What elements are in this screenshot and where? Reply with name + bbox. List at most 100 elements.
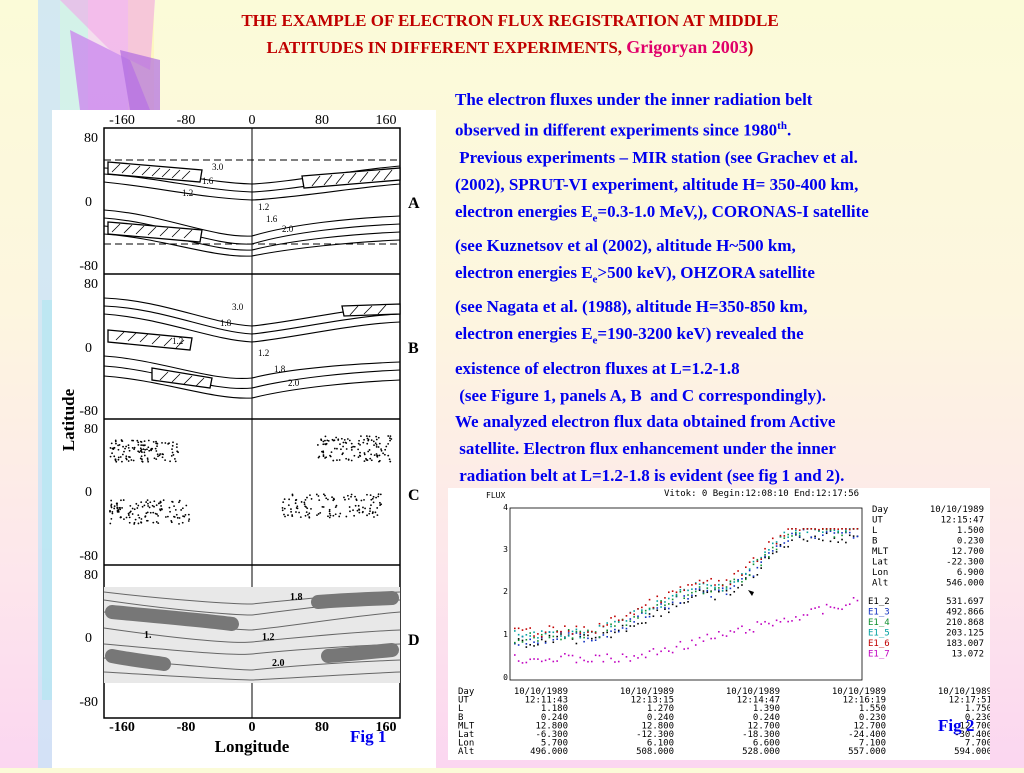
scatter-dot xyxy=(138,516,141,519)
scatter-dot xyxy=(161,456,164,459)
scatter-dot xyxy=(305,511,308,514)
flux-point xyxy=(856,599,859,602)
flux-point xyxy=(633,616,635,618)
info-key: Lon xyxy=(872,568,888,578)
scatter-dot xyxy=(369,510,371,513)
flux-point xyxy=(567,632,570,634)
text-line: (see Nagata et al. (1988), altitude H=35… xyxy=(455,297,808,317)
flux-point xyxy=(841,538,843,541)
scatter-dot xyxy=(340,437,343,440)
scatter-dot xyxy=(367,438,370,441)
scatter-dot xyxy=(327,439,330,442)
scatter-dot xyxy=(128,449,131,452)
flux-point xyxy=(679,640,682,643)
scatter-dot xyxy=(118,444,121,446)
table-key: L xyxy=(458,704,463,714)
scatter-dot xyxy=(298,511,300,514)
flux-point xyxy=(748,569,751,572)
flux-point xyxy=(822,539,824,542)
flux-point xyxy=(818,528,820,531)
scatter-dot xyxy=(350,493,353,496)
lat-tick: 0 xyxy=(85,631,92,646)
scatter-dot xyxy=(345,457,348,460)
flux-point xyxy=(548,658,551,660)
table-cell: 1.550 xyxy=(859,704,886,714)
flux-point xyxy=(660,603,662,605)
scatter-dot xyxy=(127,444,130,447)
energy-legend: E1_2 531.697 E1_3 492.866 E1_4 210.868 E1_5 203… xyxy=(868,597,984,660)
flux-point xyxy=(795,533,797,536)
flux-point xyxy=(687,598,689,600)
info-value: 1.500 xyxy=(957,526,984,536)
scatter-dot xyxy=(376,514,379,516)
scatter-dot xyxy=(157,522,160,525)
table-cell: 12:16:19 xyxy=(843,696,886,706)
scatter-dot xyxy=(188,518,191,521)
scatter-dot xyxy=(156,445,158,448)
scatter-dot xyxy=(389,439,391,442)
text-line: Previous experiments – MIR station (see … xyxy=(455,147,858,167)
scatter-dot xyxy=(333,439,336,442)
flux-point xyxy=(683,648,685,650)
flux-point xyxy=(548,634,551,637)
flux-point xyxy=(725,588,728,590)
scatter-dot xyxy=(155,521,158,523)
scatter-dot xyxy=(162,499,165,502)
flux-point xyxy=(818,606,820,608)
flux-point xyxy=(771,542,774,545)
scatter-dot xyxy=(178,522,180,525)
flux-point xyxy=(544,631,547,634)
scatter-dot xyxy=(153,457,156,460)
flux-point xyxy=(587,637,589,640)
scatter-dot xyxy=(164,442,167,444)
scatter-dot xyxy=(377,446,380,448)
text-line: satellite. Electron flux enhancement und… xyxy=(455,439,836,458)
flux-point xyxy=(806,614,809,616)
flux-point xyxy=(671,603,674,606)
scatter-dot xyxy=(147,460,150,463)
scatter-dot xyxy=(317,495,320,497)
flux-point xyxy=(833,528,836,530)
scatter-dot xyxy=(175,513,178,516)
flux-point xyxy=(706,589,709,592)
scatter-dot xyxy=(328,516,331,519)
flux-point xyxy=(514,627,516,630)
flux-point xyxy=(768,552,770,554)
flux-point xyxy=(771,546,774,549)
flux-point xyxy=(848,531,851,534)
flux-point xyxy=(829,530,832,532)
flux-point xyxy=(833,537,836,539)
lat-tick: 0 xyxy=(85,485,92,500)
flux-point xyxy=(556,630,558,632)
text-line: We analyzed electron flux data obtained … xyxy=(455,412,836,431)
flux-point xyxy=(629,625,632,627)
scatter-dot xyxy=(348,439,351,442)
scatter-dot xyxy=(127,460,130,462)
table-cell: 12:11:43 xyxy=(525,696,568,706)
scatter-dot xyxy=(316,514,318,517)
scatter-dot xyxy=(325,442,328,445)
flux-point xyxy=(825,528,828,531)
flux-point xyxy=(779,621,782,623)
scatter-dot xyxy=(324,494,326,497)
scatter-dot xyxy=(332,514,335,517)
info-value: 0.230 xyxy=(957,537,984,547)
flux-point xyxy=(725,593,728,596)
flux-point xyxy=(760,623,762,625)
flux-point xyxy=(848,603,851,606)
contour-label: 1.2 xyxy=(182,188,193,198)
text-sup: th xyxy=(777,120,787,132)
flux-point xyxy=(787,528,789,530)
scatter-dot xyxy=(113,507,116,510)
flux-point xyxy=(687,647,689,650)
scatter-dot xyxy=(159,500,162,503)
scatter-dot xyxy=(353,514,356,517)
text-line: (see Figure 1, panels A, B and C corresp… xyxy=(455,385,827,405)
scatter-dot xyxy=(389,435,392,438)
table-cell: 12.700 xyxy=(747,721,780,731)
scatter-dot xyxy=(281,506,284,509)
scatter-dot xyxy=(175,446,178,449)
flux-point xyxy=(771,537,774,540)
flux-point xyxy=(571,654,574,657)
flux-point xyxy=(583,659,585,662)
